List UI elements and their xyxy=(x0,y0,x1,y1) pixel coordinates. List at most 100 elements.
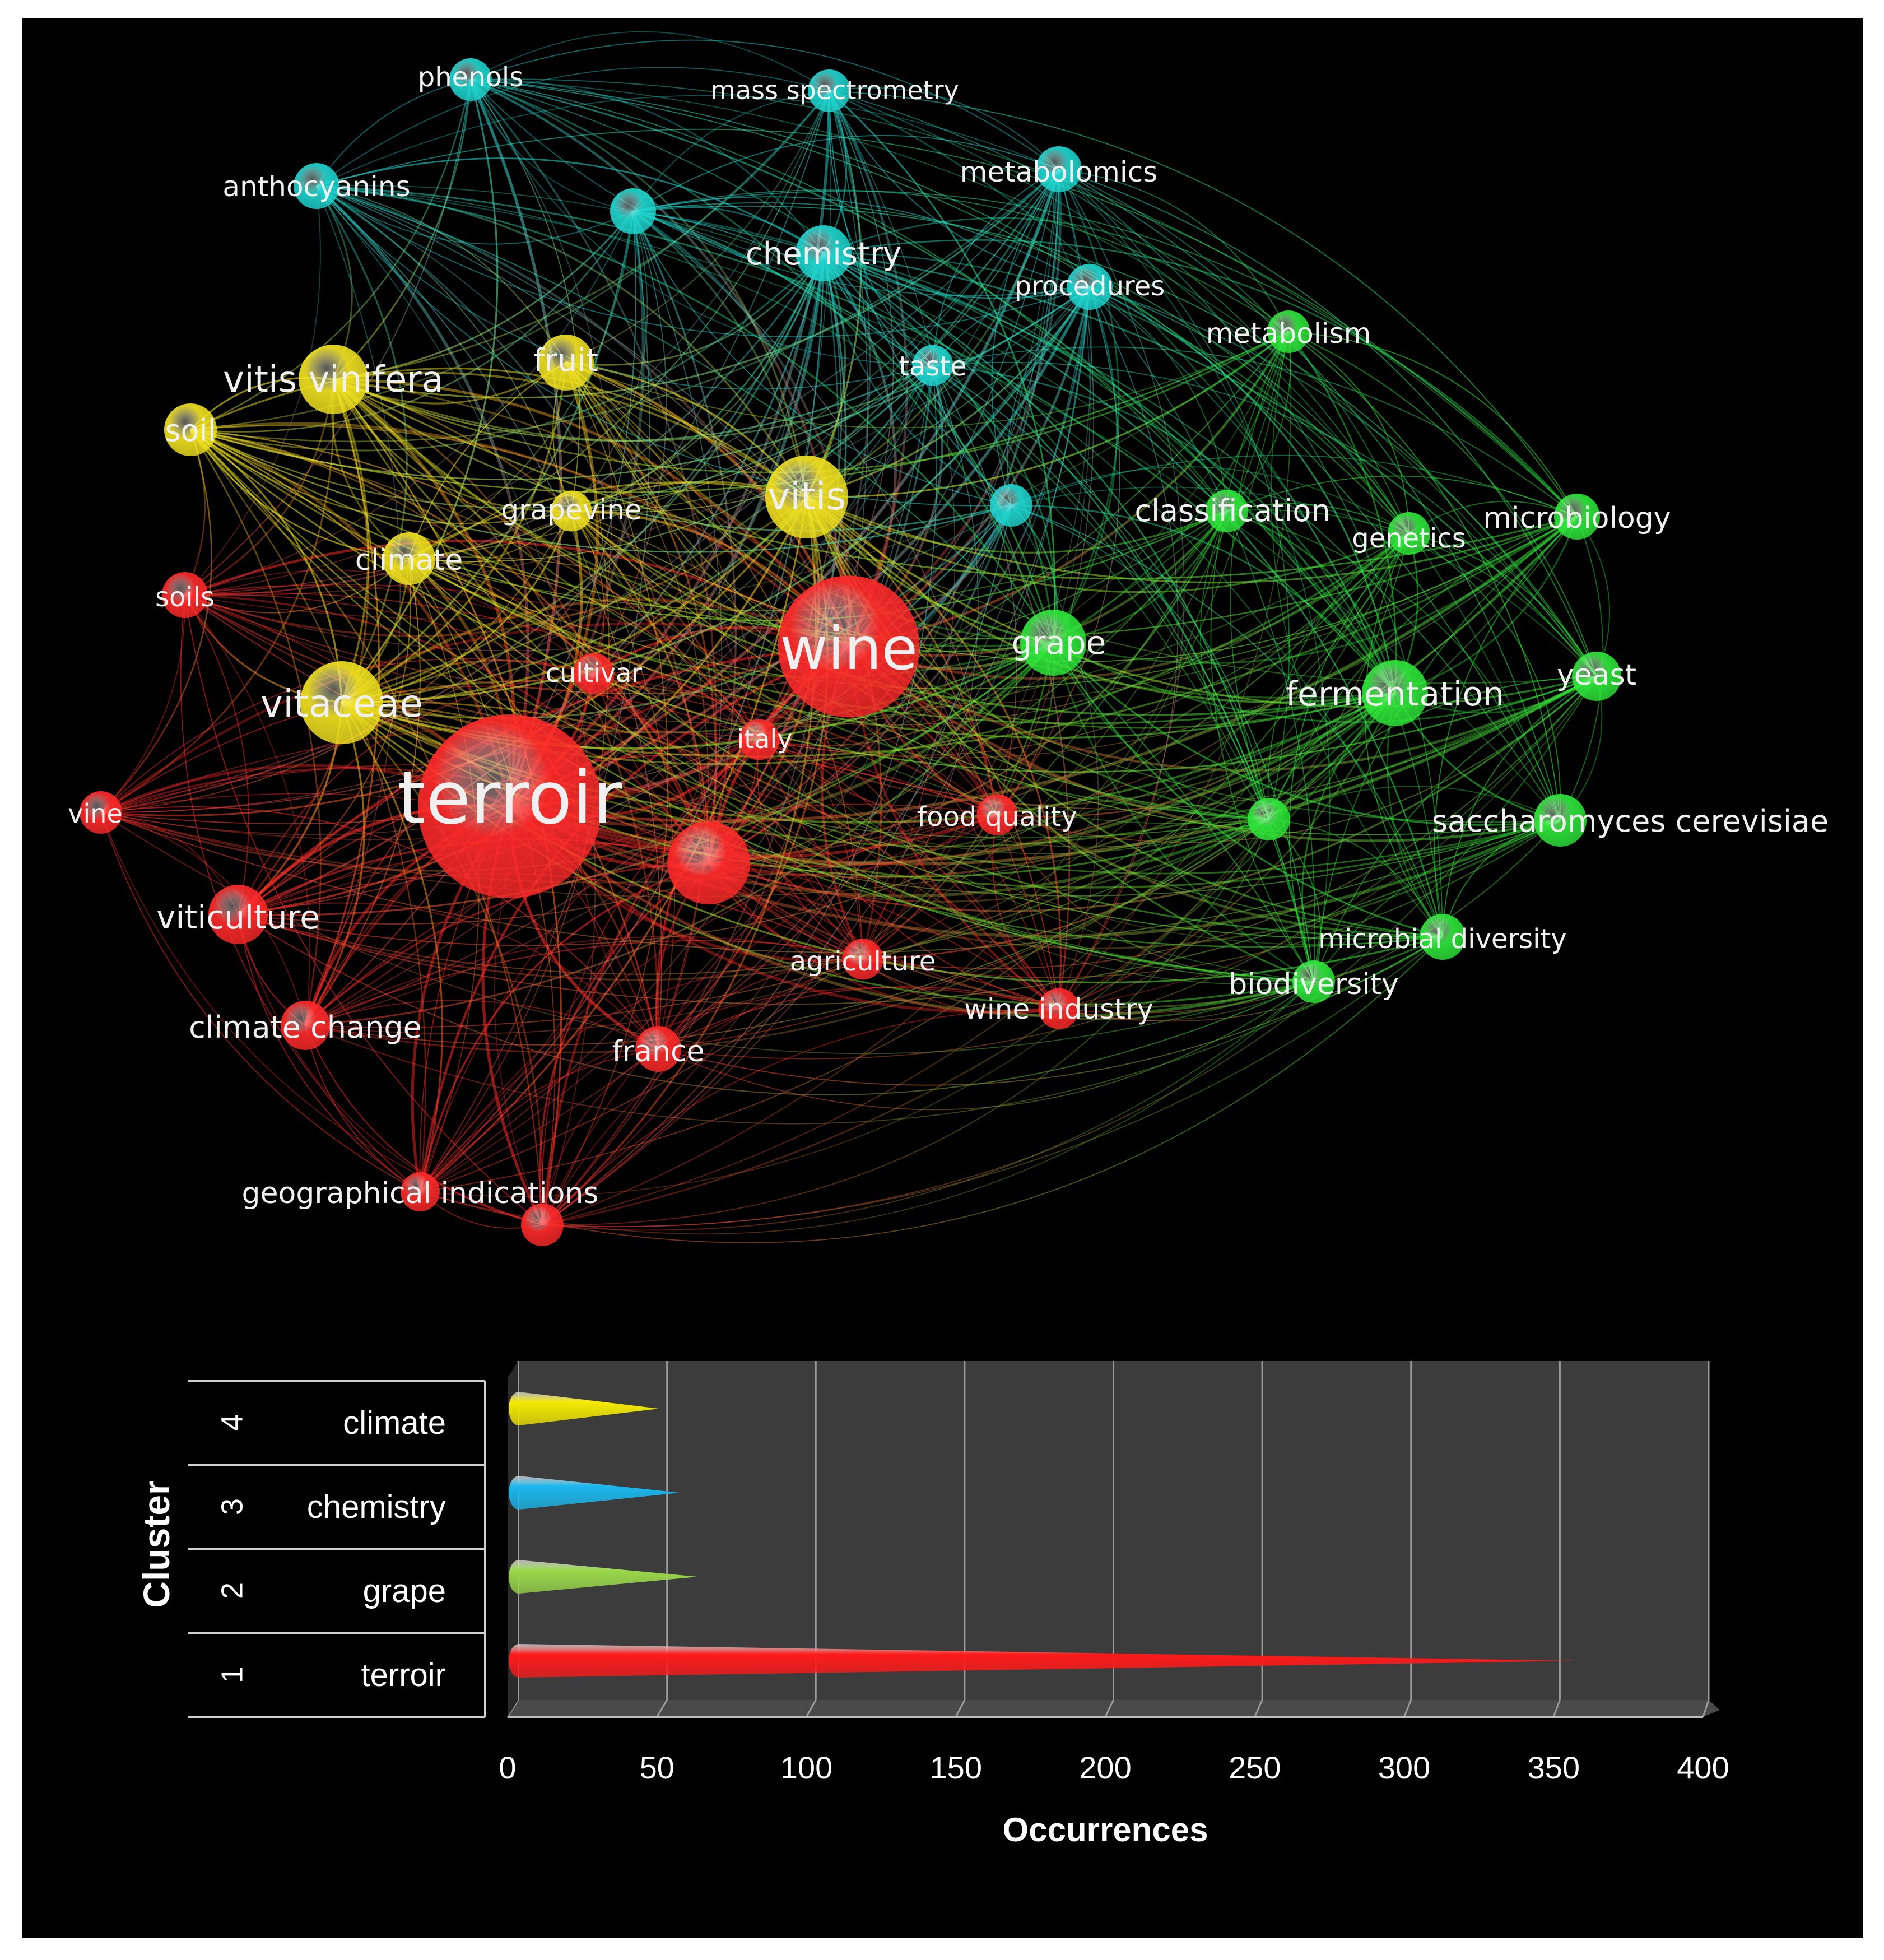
label-microbiology: microbiology xyxy=(1483,501,1671,535)
network-link xyxy=(848,169,1062,648)
node-climate[interactable] xyxy=(383,532,435,585)
node-phenols[interactable] xyxy=(449,58,492,101)
network-link xyxy=(1408,533,1561,821)
node-fermentation[interactable] xyxy=(1362,660,1428,726)
node-vitis-vinifera[interactable] xyxy=(299,345,368,414)
node-france[interactable] xyxy=(635,1026,681,1072)
network-link xyxy=(806,496,1227,554)
node-fruit[interactable] xyxy=(538,335,594,391)
network-link xyxy=(829,90,1012,506)
network-link xyxy=(341,362,567,704)
node-viticulture[interactable] xyxy=(208,885,268,944)
node-soil[interactable] xyxy=(164,403,217,456)
node-metabolomics[interactable] xyxy=(1036,146,1082,192)
node-food-quality[interactable] xyxy=(976,794,1018,835)
node-geographical-indications[interactable] xyxy=(401,1172,440,1211)
node-climate-change[interactable] xyxy=(281,1001,330,1050)
network-link xyxy=(862,814,998,960)
node-unlabeled-cyan[interactable] xyxy=(610,188,656,234)
network-link xyxy=(632,211,1012,506)
x-tick-label: 300 xyxy=(1378,1750,1430,1785)
cluster-number: 2 xyxy=(215,1582,249,1599)
network-link xyxy=(1011,466,1409,534)
node-classification[interactable] xyxy=(1206,490,1248,532)
node-terroir[interactable] xyxy=(418,714,602,898)
network-link xyxy=(658,676,1597,1060)
network-link xyxy=(571,365,933,512)
node-genetics[interactable] xyxy=(1388,512,1430,555)
network-link xyxy=(1288,331,1409,534)
x-tick-label: 0 xyxy=(499,1750,516,1785)
floor-gridline xyxy=(1552,1699,1561,1717)
network-link xyxy=(509,253,825,808)
network-link xyxy=(932,169,1059,366)
network-link xyxy=(1287,331,1397,694)
network-link xyxy=(1268,819,1322,982)
bar-cluster-1[interactable] xyxy=(509,1644,1576,1678)
node-biodiversity[interactable] xyxy=(1292,960,1335,1003)
bar-cluster-4[interactable] xyxy=(509,1392,659,1425)
network-link xyxy=(1089,286,1443,937)
node-metabolism[interactable] xyxy=(1267,310,1310,353)
node-taste[interactable] xyxy=(912,345,953,386)
node-anthocyanins[interactable] xyxy=(294,163,339,209)
x-tick-label: 50 xyxy=(640,1750,674,1785)
network-link xyxy=(806,496,998,815)
network-link xyxy=(823,252,1396,694)
network-link xyxy=(100,812,421,1192)
network-link xyxy=(316,185,1396,694)
network-link xyxy=(823,252,1315,982)
network-link xyxy=(862,693,1396,960)
node-unlabeled-green[interactable] xyxy=(1248,798,1290,840)
node-microbiology[interactable] xyxy=(1554,494,1600,540)
node-yeast[interactable] xyxy=(1572,652,1621,701)
bar-cluster-2[interactable] xyxy=(509,1560,698,1594)
network-link xyxy=(571,510,863,960)
node-microbial-diversity[interactable] xyxy=(1420,914,1466,960)
network-link xyxy=(100,764,1059,1009)
network-link xyxy=(823,217,1289,332)
node-cultivar[interactable] xyxy=(573,653,615,694)
network-link xyxy=(190,429,1314,983)
network-link xyxy=(184,79,471,596)
node-vitis[interactable] xyxy=(765,456,848,538)
plot-side-wall xyxy=(508,1361,518,1717)
node-wine-industry[interactable] xyxy=(1038,988,1080,1029)
node-mass-spectrometry[interactable] xyxy=(808,69,850,112)
label-food-quality: food quality xyxy=(917,801,1077,833)
node-unlabeled-cyan-2[interactable] xyxy=(990,484,1032,527)
node-unlabeled-red[interactable] xyxy=(667,821,750,904)
label-genetics: genetics xyxy=(1352,523,1466,554)
label-grapevine: grapevine xyxy=(501,494,641,526)
node-vitaceae[interactable] xyxy=(300,661,383,744)
node-grape[interactable] xyxy=(1020,610,1086,676)
node-saccharomyces-cerevisiae[interactable] xyxy=(1534,794,1587,847)
node-soils[interactable] xyxy=(162,572,208,618)
node-chemistry[interactable] xyxy=(796,225,852,281)
network-link xyxy=(932,364,1396,694)
network-link xyxy=(341,79,499,703)
network-link xyxy=(1271,331,1443,937)
network-labels: terroir wine italy cultivar food quality agri… xyxy=(68,62,1829,1210)
network-link xyxy=(1364,533,1443,937)
node-vine[interactable] xyxy=(80,791,122,834)
node-procedures[interactable] xyxy=(1067,264,1113,310)
network-link xyxy=(305,558,421,1026)
network-link xyxy=(238,510,1227,925)
label-climate-change: climate change xyxy=(189,1010,422,1045)
node-unlabeled-red-2[interactable] xyxy=(521,1204,564,1246)
network-link xyxy=(759,676,1597,810)
node-grapevine[interactable] xyxy=(551,490,592,532)
network-link xyxy=(190,429,1395,724)
bar-cluster-3[interactable] xyxy=(509,1476,680,1510)
network-link xyxy=(1301,692,1395,982)
network-link xyxy=(542,936,1443,1228)
network-link xyxy=(190,429,1443,948)
node-agriculture[interactable] xyxy=(842,939,883,980)
network-link xyxy=(100,169,1059,813)
network-link xyxy=(1058,169,1443,937)
node-italy[interactable] xyxy=(738,719,780,760)
network-link xyxy=(470,31,830,91)
node-wine[interactable] xyxy=(778,575,920,718)
network-link xyxy=(997,533,1409,815)
